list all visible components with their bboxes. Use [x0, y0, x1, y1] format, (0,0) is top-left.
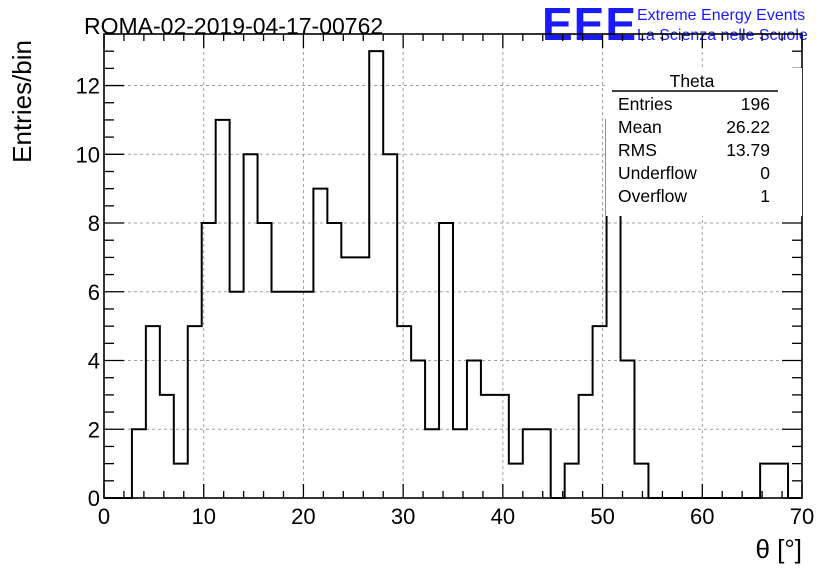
histogram-bin — [397, 326, 411, 498]
histogram-bin — [174, 464, 188, 498]
histogram-bin — [523, 429, 537, 498]
histogram-bin — [188, 326, 202, 498]
stats-value: 1 — [760, 186, 770, 206]
y-tick-label: 0 — [88, 486, 100, 511]
eee-logo-mark: EEE — [542, 0, 637, 50]
stats-value: 196 — [741, 94, 770, 114]
x-tick-labels: 0 10 20 30 40 50 60 70 — [98, 504, 814, 529]
x-axis-label: θ [°] — [755, 534, 802, 564]
histogram-outline — [104, 50, 802, 499]
x-tick-label: 60 — [690, 504, 714, 529]
histogram-bin — [509, 464, 523, 498]
histogram-bin — [216, 120, 230, 498]
stats-label: Underflow — [618, 163, 697, 183]
histogram-bin — [579, 395, 593, 498]
x-tick-label: 20 — [291, 504, 315, 529]
eee-logo-line1: Extreme Energy Events — [637, 7, 805, 24]
y-tick-label: 6 — [88, 280, 100, 305]
stats-value: 13.79 — [726, 140, 770, 160]
y-tick-label: 8 — [88, 211, 100, 236]
x-tick-label: 40 — [491, 504, 515, 529]
histogram-bin — [230, 292, 244, 498]
stats-value: 0 — [760, 163, 770, 183]
histogram-bin — [593, 326, 607, 498]
stats-box: Theta Entries 196 Mean 26.22 RMS 13.79 Underfl… — [606, 68, 802, 216]
y-tick-label: 4 — [88, 349, 100, 374]
histogram-bin — [537, 429, 551, 498]
x-tick-label: 50 — [590, 504, 614, 529]
stats-label: RMS — [618, 140, 657, 160]
chart-title: ROMA-02-2019-04-17-00762 — [84, 13, 383, 39]
histogram-bin — [160, 395, 174, 498]
stats-rows: Entries 196 Mean 26.22 RMS 13.79 Underflow 0 Ove… — [618, 94, 770, 206]
histogram-bin — [146, 326, 160, 498]
histogram-bin — [774, 464, 788, 498]
histogram-bin — [313, 189, 327, 498]
histogram-bin — [272, 292, 286, 498]
x-tick-label: 0 — [98, 504, 110, 529]
stats-label: Mean — [618, 117, 662, 137]
y-axis-label: Entries/bin — [7, 40, 37, 163]
stats-title: Theta — [670, 71, 715, 91]
x-tick-label: 70 — [790, 504, 814, 529]
histogram-bin — [355, 257, 369, 498]
histogram-bin — [299, 292, 313, 498]
histogram-series — [104, 50, 802, 499]
histogram-bin — [634, 464, 648, 498]
histogram-bin — [369, 51, 383, 498]
histogram-bin — [285, 292, 299, 498]
histogram-bin — [495, 395, 509, 498]
eee-logo: EEE Extreme Energy Events La Scienza nel… — [542, 0, 808, 50]
y-tick-label: 2 — [88, 417, 100, 442]
histogram-bin — [258, 223, 272, 498]
stats-value: 26.22 — [726, 117, 770, 137]
histogram-bin — [425, 429, 439, 498]
y-tick-label: 10 — [76, 142, 100, 167]
histogram-bin — [132, 429, 146, 498]
stats-label: Overflow — [618, 186, 687, 206]
x-tick-label: 10 — [191, 504, 215, 529]
histogram-bin — [565, 464, 579, 498]
x-tick-label: 30 — [391, 504, 415, 529]
y-tick-label: 12 — [76, 74, 100, 99]
y-tick-labels: 0 2 4 6 8 10 12 — [76, 74, 100, 511]
histogram-bin — [244, 154, 258, 498]
plot-frame-rect — [103, 33, 803, 499]
plot-frame — [103, 33, 803, 499]
histogram-bin — [481, 395, 495, 498]
histogram-bin — [453, 429, 467, 498]
histogram-bin — [341, 257, 355, 498]
stats-label: Entries — [618, 94, 673, 114]
histogram-bin — [383, 154, 397, 498]
